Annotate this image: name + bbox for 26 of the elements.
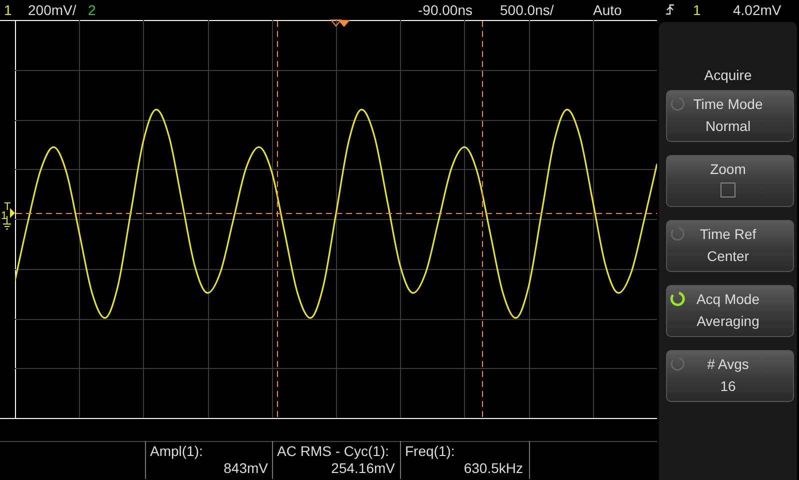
text: 1 bbox=[693, 2, 701, 18]
text: Time Mode bbox=[692, 96, 764, 112]
text: Ampl(1): bbox=[150, 443, 203, 459]
text: 200mV/ bbox=[28, 2, 76, 18]
text: 1 bbox=[1, 210, 8, 224]
text: Averaging bbox=[696, 313, 760, 329]
text: Center bbox=[706, 248, 750, 264]
text: 16 bbox=[719, 378, 737, 394]
text: Auto bbox=[593, 2, 622, 18]
text: Acquire bbox=[703, 67, 753, 83]
text: -90.00ns bbox=[418, 2, 472, 18]
text: Freq(1): bbox=[405, 443, 455, 459]
text: 1 bbox=[4, 2, 12, 18]
text: T bbox=[4, 200, 11, 213]
text: Time Ref bbox=[698, 226, 758, 242]
text: 2 bbox=[88, 2, 96, 18]
text: AC RMS - Cyc(1): bbox=[277, 443, 389, 459]
text: Normal bbox=[704, 118, 752, 134]
text: 843mV bbox=[224, 460, 268, 476]
text: Zoom bbox=[709, 161, 747, 177]
text: # Avgs bbox=[706, 356, 750, 372]
text: 500.0ns/ bbox=[500, 2, 554, 18]
text: Acq Mode bbox=[695, 291, 761, 307]
text: 254.16mV bbox=[331, 460, 395, 476]
text: 4.02mV bbox=[733, 2, 782, 18]
text: 630.5kHz bbox=[464, 460, 523, 476]
